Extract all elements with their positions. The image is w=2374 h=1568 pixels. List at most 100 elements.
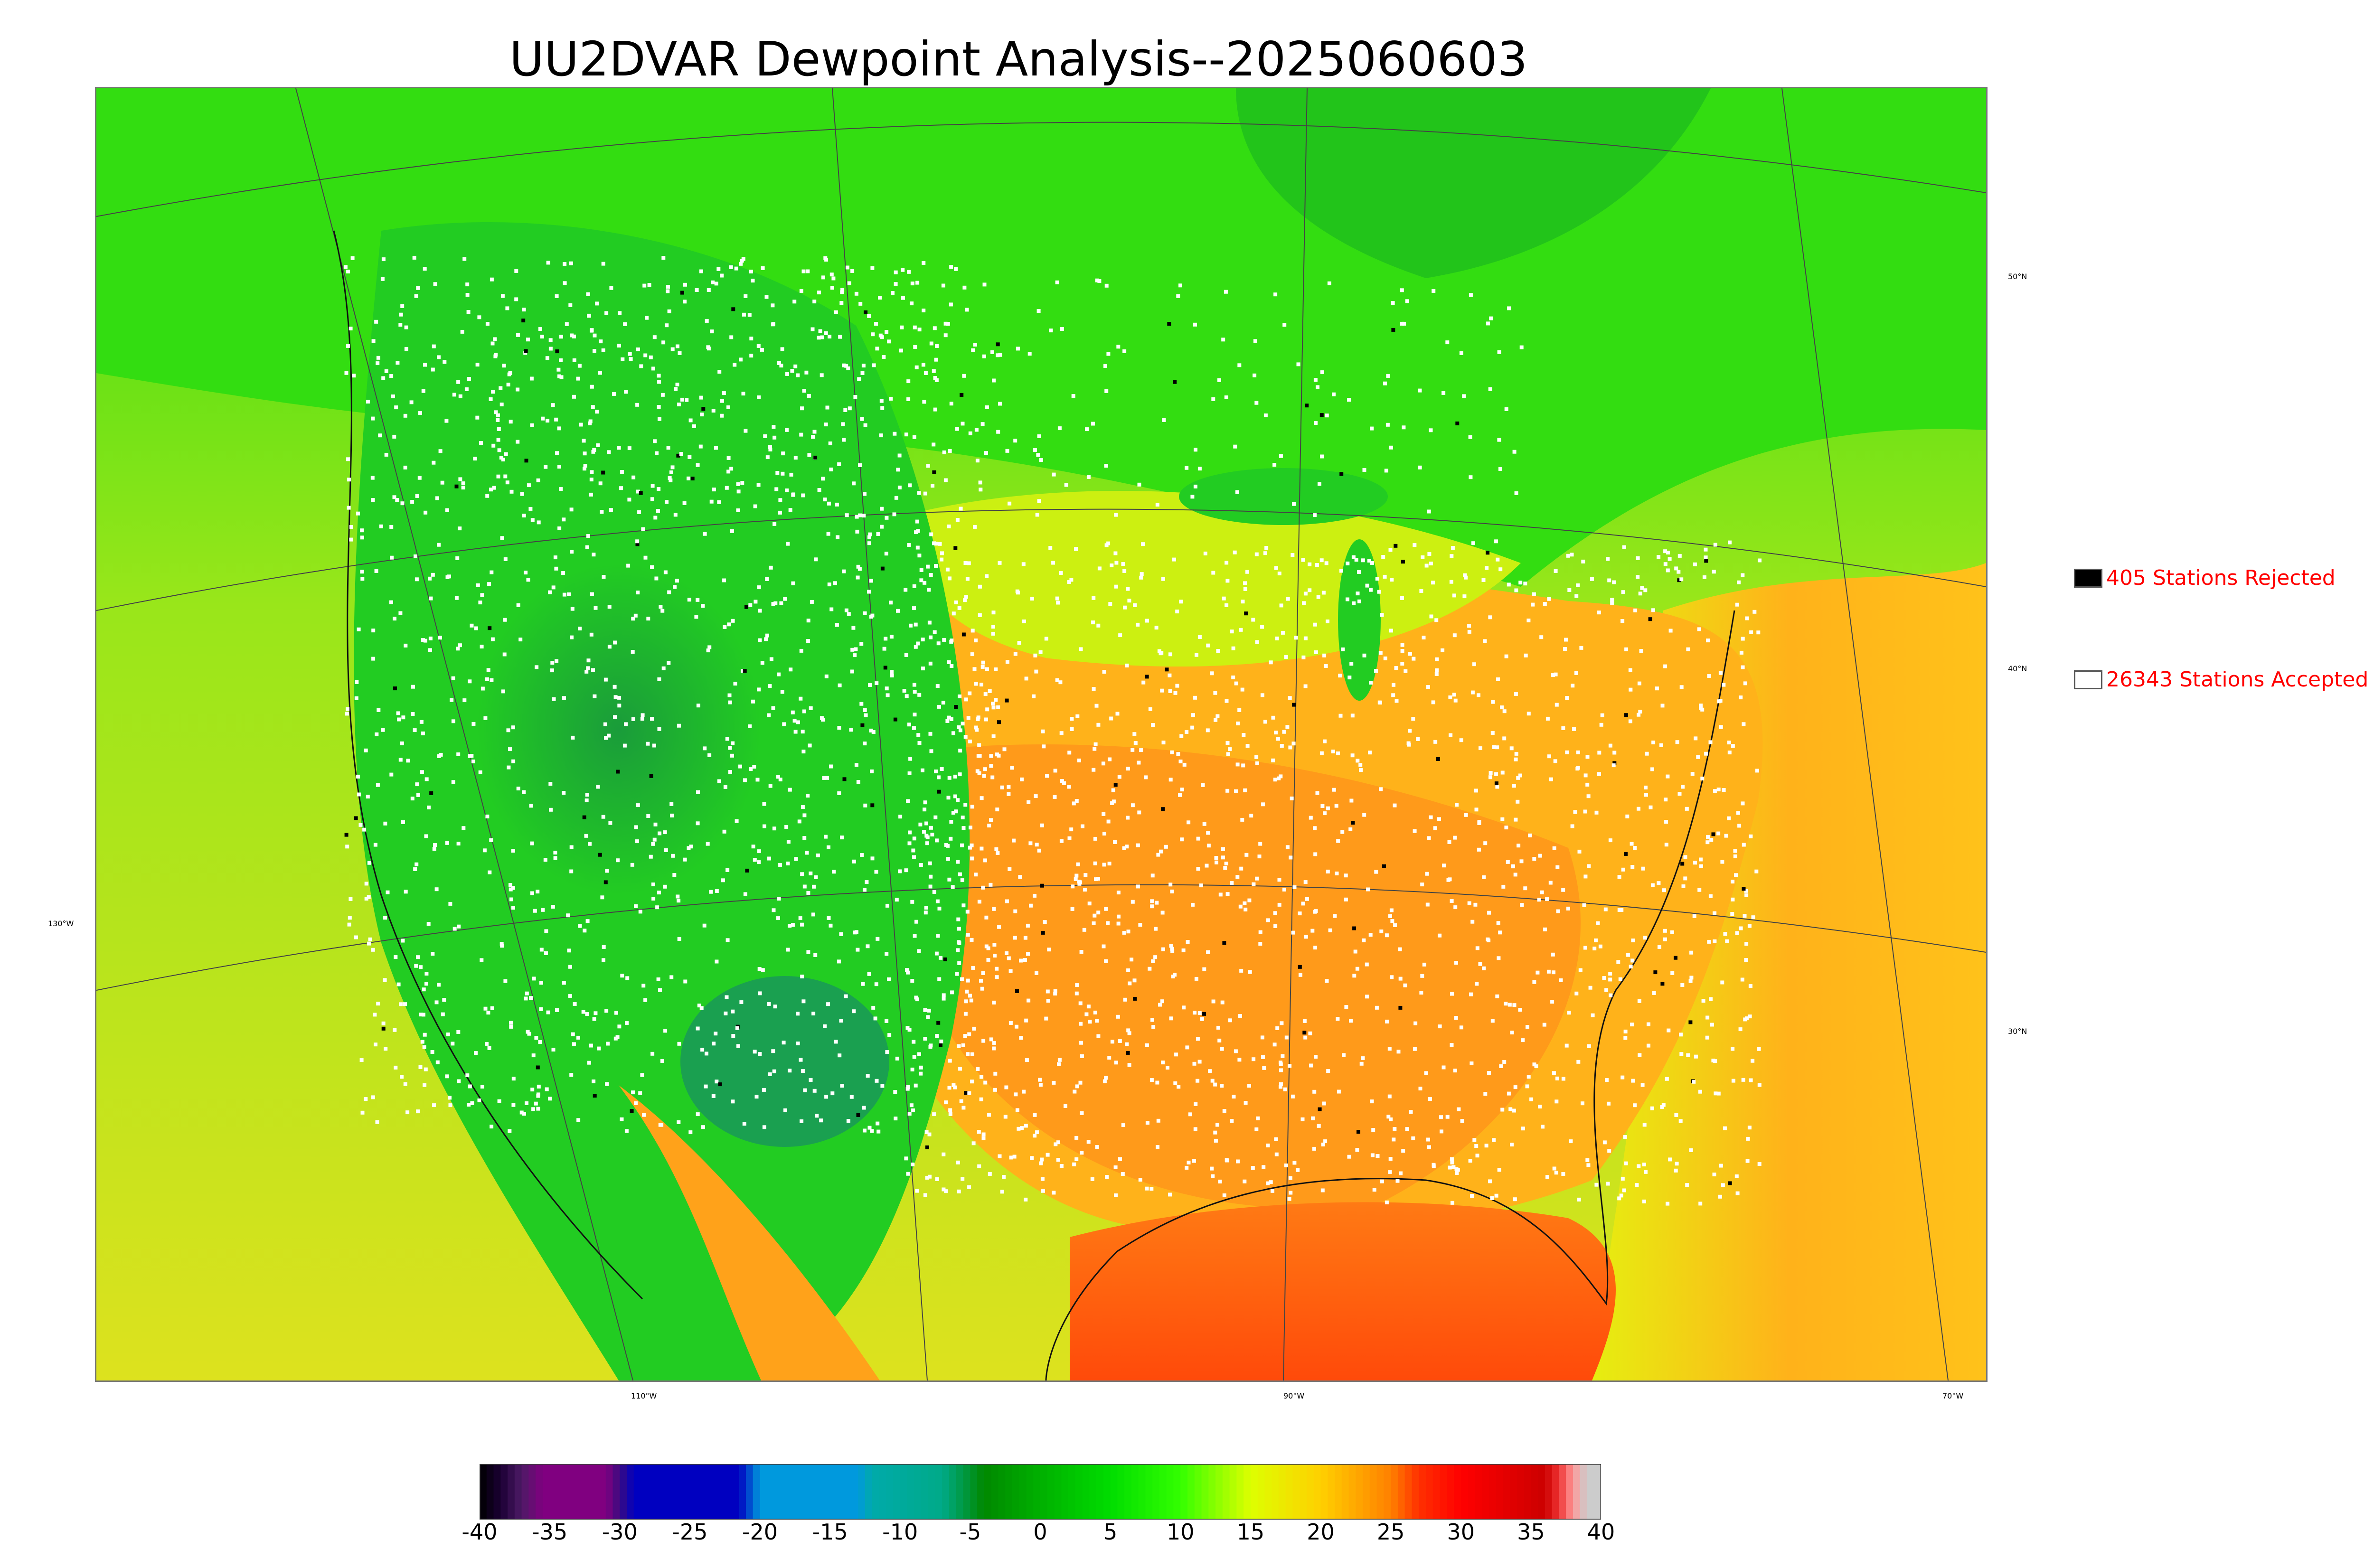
station-marker [896, 609, 900, 613]
station-marker [707, 347, 711, 351]
station-marker [1271, 758, 1275, 762]
station-marker [477, 315, 481, 319]
station-marker [1236, 721, 1240, 725]
station-marker [1179, 600, 1183, 604]
station-marker [768, 445, 772, 449]
station-marker [828, 335, 832, 338]
station-marker [696, 704, 700, 708]
station-marker [505, 480, 509, 485]
station-marker [933, 407, 937, 412]
station-marker [820, 335, 824, 339]
station-marker [1668, 629, 1673, 633]
station-marker [1118, 1157, 1122, 1161]
station-marker [927, 1132, 932, 1136]
station-marker [951, 611, 956, 616]
station-marker [1196, 1037, 1200, 1041]
station-marker [849, 1095, 854, 1099]
station-marker [980, 1075, 984, 1079]
station-marker [1624, 1161, 1628, 1165]
station-marker [818, 329, 822, 333]
station-marker [1486, 321, 1490, 326]
station-marker [401, 939, 405, 943]
station-marker [601, 348, 605, 352]
station-marker [1263, 720, 1267, 724]
station-marker [1620, 1075, 1625, 1080]
station-marker [584, 669, 589, 674]
station-marker [804, 370, 809, 375]
station-marker [953, 774, 957, 779]
station-marker [1323, 811, 1327, 816]
station-marker [916, 733, 921, 737]
station-marker [346, 344, 350, 348]
colorbar-segment [900, 1464, 908, 1520]
station-marker [926, 564, 930, 569]
station-marker [1436, 757, 1440, 761]
station-marker [701, 1125, 705, 1129]
station-marker [536, 1094, 540, 1098]
station-marker [786, 861, 790, 865]
station-marker [975, 728, 979, 732]
station-marker [1284, 1035, 1289, 1040]
station-marker [1607, 1101, 1611, 1106]
great-basin-dry [476, 563, 761, 895]
station-marker [608, 821, 612, 825]
station-marker [1679, 685, 1684, 689]
station-marker [1053, 795, 1057, 799]
station-marker [1507, 1091, 1511, 1096]
station-marker [860, 417, 864, 421]
station-marker [1367, 559, 1371, 563]
station-marker [670, 465, 675, 469]
station-marker [1473, 902, 1478, 907]
station-marker [1583, 773, 1588, 778]
station-marker [1514, 588, 1518, 592]
station-marker [707, 288, 711, 292]
colorbar-segment [704, 1464, 711, 1520]
station-marker [846, 366, 850, 370]
station-marker [554, 417, 558, 422]
station-marker [1439, 1115, 1443, 1119]
station-marker [1056, 601, 1060, 605]
station-marker [864, 713, 868, 717]
station-marker [796, 1042, 800, 1045]
station-markers [343, 255, 1762, 1206]
station-marker [992, 1041, 996, 1045]
station-marker [925, 1175, 929, 1180]
station-marker [1495, 745, 1499, 750]
station-marker [511, 1103, 516, 1107]
station-marker [1070, 907, 1074, 911]
station-marker [1096, 623, 1101, 628]
station-marker [1575, 767, 1580, 771]
station-marker [1093, 836, 1097, 841]
station-marker [961, 903, 966, 908]
station-marker [1116, 921, 1121, 926]
station-marker [950, 638, 954, 643]
station-marker [837, 726, 841, 730]
station-marker [1309, 816, 1313, 820]
station-marker [874, 870, 878, 874]
station-marker [1714, 1091, 1718, 1096]
station-marker [1344, 1005, 1348, 1009]
station-marker [1475, 1154, 1479, 1158]
dewpoint-map[interactable]: 50°N 40°N 30°N 130°W 110°W 90°W 70°W [48, 87, 2027, 1400]
station-marker [856, 575, 860, 580]
station-marker [1008, 867, 1012, 871]
station-marker [889, 601, 893, 605]
station-marker [413, 728, 417, 732]
station-marker [1449, 580, 1453, 584]
station-marker [1137, 810, 1141, 815]
station-marker [1664, 798, 1668, 802]
station-marker [433, 282, 437, 286]
station-marker [1483, 841, 1488, 845]
station-marker [1606, 557, 1610, 561]
station-marker [796, 1012, 800, 1016]
station-marker [1400, 649, 1404, 653]
station-marker [880, 335, 884, 339]
station-marker [1677, 792, 1682, 796]
station-marker [1094, 877, 1098, 882]
station-marker [1401, 560, 1405, 564]
station-marker [1565, 696, 1569, 700]
station-marker [857, 567, 862, 571]
station-marker [1058, 680, 1063, 685]
station-marker [1216, 1025, 1220, 1030]
colorbar-segment [809, 1464, 817, 1520]
